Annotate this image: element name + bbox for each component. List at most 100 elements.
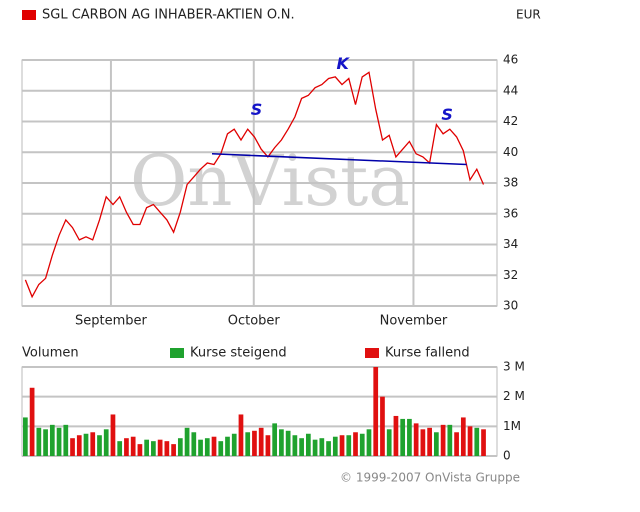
volume-bar: [305, 433, 311, 456]
x-tick-label: September: [75, 314, 148, 329]
legend-label: SGL CARBON AG INHABER-AKTIEN O.N.: [42, 8, 295, 23]
volume-bar: [427, 427, 432, 456]
volume-bar: [231, 433, 237, 456]
volume-bar: [312, 439, 318, 456]
volume-bar: [359, 433, 365, 456]
volume-bar: [440, 424, 446, 456]
annotation: S: [441, 105, 453, 124]
volume-bar: [130, 436, 136, 456]
volume-bar: [400, 418, 406, 456]
volume-bar: [218, 441, 224, 456]
volume-bar: [292, 435, 298, 456]
volume-bar: [413, 423, 419, 456]
y-tick-label: 3 M: [503, 360, 525, 374]
volume-bar: [326, 441, 331, 456]
legend-swatch: [365, 348, 379, 358]
volume-bar: [454, 432, 459, 456]
volume-bar: [393, 415, 399, 456]
volume-bar: [332, 436, 338, 456]
volume-bar: [23, 417, 28, 456]
volume-bar: [70, 438, 75, 456]
x-tick-label: November: [380, 314, 448, 329]
volume-bar: [265, 435, 271, 456]
volume-bar: [285, 430, 291, 456]
y-tick-label: 1M: [503, 419, 521, 433]
volume-bar: [191, 432, 197, 456]
y-tick-label: 30: [503, 299, 518, 313]
volume-bar: [137, 444, 143, 456]
volume-bar: [319, 438, 325, 456]
y-tick-label: 2 M: [503, 389, 525, 403]
volume-bar: [97, 435, 102, 456]
volume-bar: [49, 424, 55, 456]
volume-bar: [164, 441, 170, 456]
legend-label: Kurse steigend: [190, 346, 287, 361]
volume-bar: [386, 429, 392, 456]
y-tick-label: 38: [503, 176, 518, 190]
volume-bar: [225, 436, 230, 456]
price-line: [24, 71, 485, 299]
volume-bar: [198, 439, 203, 456]
volume-bar: [171, 444, 176, 456]
volume-bar: [56, 427, 62, 456]
y-tick-label: 32: [503, 268, 518, 282]
volume-bar: [460, 417, 466, 456]
volume-bar: [151, 441, 156, 456]
x-tick-label: October: [228, 314, 281, 329]
volume-bar: [76, 435, 82, 456]
volume-bar: [245, 432, 251, 456]
annotation: K: [337, 54, 351, 73]
y-tick-label: 0: [503, 449, 511, 463]
volume-bar: [103, 429, 109, 456]
volume-bar: [43, 429, 48, 456]
trendline: [211, 153, 467, 166]
volume-label: Volumen: [22, 346, 79, 361]
volume-bar: [110, 414, 116, 456]
volume-bar: [157, 439, 163, 456]
volume-bar: [481, 429, 486, 456]
volume-bar: [339, 435, 345, 456]
volume-bar: [373, 367, 379, 456]
legend-swatch: [170, 348, 184, 358]
volume-bar: [238, 414, 244, 456]
volume-bar: [184, 427, 190, 456]
volume-bar: [279, 429, 284, 456]
volume-bar: [258, 427, 264, 456]
volume-bar: [380, 396, 385, 456]
volume-bar: [29, 387, 35, 456]
volume-bar: [124, 438, 129, 456]
volume-bar: [204, 438, 210, 456]
volume-bar: [36, 427, 42, 456]
volume-bar: [117, 441, 123, 456]
volume-bar: [407, 418, 412, 456]
volume-bar: [63, 424, 69, 456]
y-tick-label: 44: [503, 83, 518, 97]
volume-bar: [252, 430, 257, 456]
volume-bar: [272, 423, 278, 456]
volume-bar: [366, 429, 372, 456]
currency: EUR: [516, 8, 541, 22]
volume-bar: [177, 438, 183, 456]
y-tick-label: 34: [503, 237, 518, 251]
volume-bar: [211, 436, 217, 456]
legend-swatch: [22, 10, 36, 20]
volume-bar: [353, 432, 358, 456]
volume-bar: [420, 429, 426, 456]
legend-label: Kurse fallend: [385, 346, 470, 361]
volume-bar: [299, 438, 304, 456]
y-tick-label: 46: [503, 53, 518, 67]
volume-bar: [144, 439, 150, 456]
volume-bar: [474, 427, 480, 456]
volume-bar: [83, 433, 89, 456]
volume-bar: [434, 432, 439, 456]
volume-bar: [447, 424, 453, 456]
volume-bar: [346, 435, 352, 456]
volume-bar: [467, 426, 473, 456]
y-tick-label: 42: [503, 114, 518, 128]
y-tick-label: 40: [503, 145, 518, 159]
copyright: © 1999-2007 OnVista Gruppe: [340, 471, 520, 485]
y-tick-label: 36: [503, 206, 518, 220]
annotation: S: [251, 100, 263, 119]
volume-bar: [90, 432, 96, 456]
